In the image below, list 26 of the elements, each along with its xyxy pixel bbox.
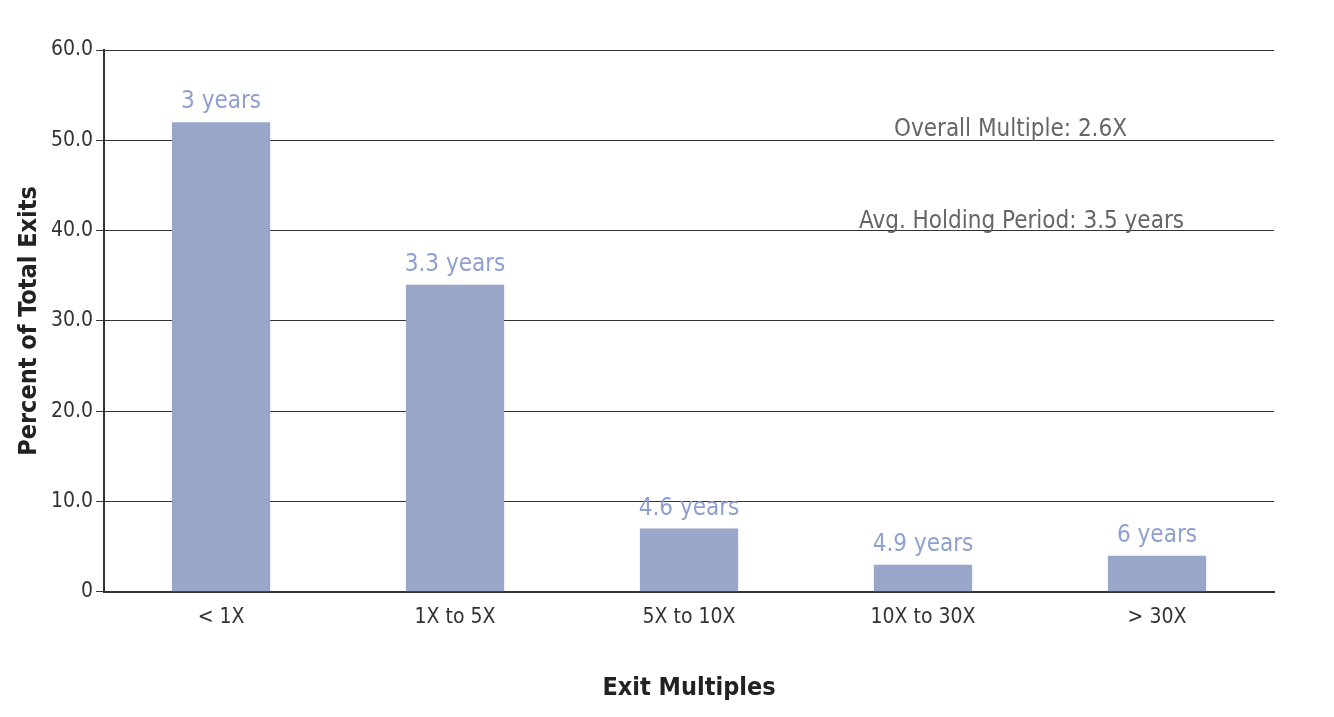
y-tick-label: 10.0 — [50, 487, 94, 512]
annotation: 3 years — [181, 86, 262, 115]
bar — [171, 122, 271, 592]
y-tick-label: 20.0 — [50, 397, 94, 422]
annotation: 4.9 years — [872, 528, 974, 557]
x-tick-label: 1X to 5X — [414, 603, 496, 628]
y-axis-title: Percent of Total Exits — [12, 186, 42, 456]
bar — [405, 284, 505, 592]
x-tick-label: 10X to 30X — [870, 603, 976, 628]
x-tick-label: > 30X — [1127, 603, 1187, 628]
y-tick-label: 60.0 — [50, 36, 94, 61]
bar — [873, 564, 973, 592]
y-tick-label: 50.0 — [50, 126, 94, 151]
annotation: 3.3 years — [404, 249, 506, 278]
x-tick-label: 5X to 10X — [642, 603, 736, 628]
bar — [1107, 555, 1207, 592]
annotation: 6 years — [1117, 519, 1198, 548]
y-tick-label: 30.0 — [50, 307, 94, 332]
y-tick-label: 0 — [81, 578, 94, 603]
y-tick-label: 40.0 — [50, 217, 94, 242]
x-tick-label: < 1X — [197, 603, 245, 628]
annotation: 4.6 years — [638, 492, 740, 521]
annotation: Overall Multiple: 2.6X — [893, 114, 1128, 143]
annotation: Avg. Holding Period: 3.5 years — [859, 206, 1184, 235]
bar — [639, 528, 739, 592]
x-axis-title: Exit Multiples — [602, 671, 776, 701]
